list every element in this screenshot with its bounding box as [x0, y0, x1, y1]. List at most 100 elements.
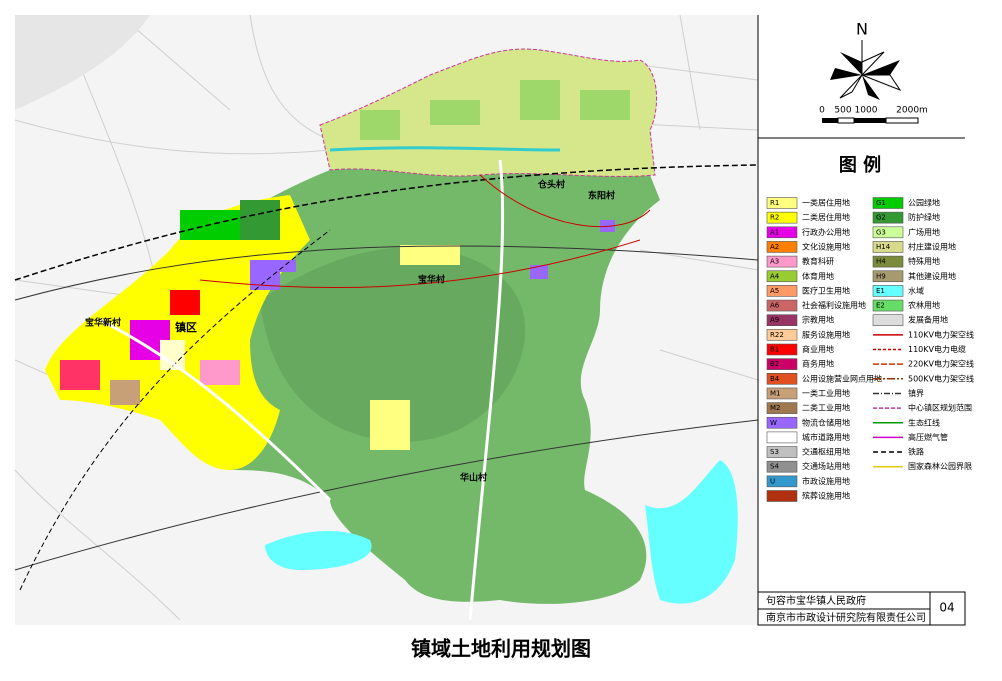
map-title: 镇域土地利用规划图: [411, 637, 591, 661]
legend-label: 高压燃气管: [908, 432, 948, 442]
legend-label: 医疗卫生用地: [802, 285, 850, 295]
legend-swatch: [766, 241, 798, 253]
footer: 句容市宝华镇人民政府 南京市市政设计研究院有限责任公司 04: [757, 591, 966, 626]
legend-label: 教育科研: [802, 256, 834, 266]
legend-swatch: [872, 241, 904, 253]
legend-swatch: [766, 226, 798, 239]
legend-label: 社会福利设施用地: [802, 300, 866, 310]
legend-code: R2: [770, 214, 779, 222]
legend-swatch: [766, 329, 798, 341]
legend-label: 宗教用地: [802, 315, 834, 325]
footer-client: 句容市宝华镇人民政府: [766, 594, 866, 607]
legend-swatch: [766, 431, 798, 444]
legend-code: A5: [770, 287, 779, 295]
legend-label: 文化设施用地: [802, 241, 850, 251]
legend-label: 市政设施用地: [802, 476, 850, 486]
map-label: 宝华新村: [85, 317, 121, 329]
legend-code: B4: [770, 375, 780, 383]
legend-swatch: [872, 211, 904, 224]
legend-swatch: [872, 270, 904, 283]
legend-label: 发展备用地: [908, 315, 948, 325]
legend-label: 防护绿地: [908, 212, 940, 222]
legend-swatch: [766, 211, 798, 224]
legend-code: H4: [876, 258, 886, 266]
map-label: 仓头村: [537, 179, 565, 191]
legend-label: 服务设施用地: [802, 329, 850, 339]
legend-swatch: [766, 255, 798, 268]
legend-label: 500KV电力架空线: [908, 373, 974, 383]
legend-swatch: [766, 446, 798, 458]
legend-label: 公园绿地: [908, 198, 940, 208]
legend-swatch: [872, 299, 904, 312]
map-label: 镇区: [175, 320, 197, 334]
legend-label: 220KV电力架空线: [908, 359, 974, 369]
map-label: 华山村: [460, 472, 487, 484]
legend-code: G3: [876, 228, 886, 236]
legend-swatch: [872, 314, 904, 327]
legend-label: 商业用地: [802, 344, 834, 354]
legend-title: 图 例: [839, 154, 881, 176]
legend-code: S3: [770, 448, 779, 456]
legend-code: R22: [770, 331, 784, 339]
legend-swatch: [766, 343, 798, 356]
legend-label: 村庄建设用地: [908, 241, 956, 251]
legend-swatch: [766, 270, 798, 283]
legend-label: 农林用地: [908, 300, 940, 310]
map-label: 东阳村: [588, 190, 615, 202]
scattered-parcels: [280, 220, 615, 279]
north-village-area: [319, 48, 658, 177]
legend-label: 110KV电力架空线: [908, 329, 974, 339]
legend-label: 特殊用地: [908, 256, 940, 266]
infrastructure-lines: [14, 159, 759, 621]
legend-label: 铁路: [908, 447, 924, 457]
legend-code: H9: [876, 272, 886, 280]
hill-shade: [260, 247, 526, 442]
legend-code: M2: [770, 404, 781, 412]
legend-code: G2: [876, 214, 886, 222]
legend-label: 交通场站用地: [802, 461, 850, 471]
legend-label: 镇界: [908, 388, 924, 398]
legend-label: 体育用地: [802, 271, 834, 281]
legend-label: 二类居住用地: [802, 212, 850, 222]
legend-swatch: [766, 285, 798, 297]
legend-swatch: [872, 255, 904, 268]
legend-swatch: [766, 475, 798, 488]
legend-code: A9: [770, 316, 779, 324]
legend-code: B2: [770, 360, 779, 368]
canal: [329, 146, 561, 152]
legend-swatch: [766, 314, 798, 327]
north-label: N: [856, 20, 868, 39]
legend-label: 殡葬设施用地: [802, 491, 850, 501]
legend-label: 中心镇区规划范围: [908, 403, 972, 413]
background-roads: [14, 14, 759, 621]
scale-label: 2000m: [896, 106, 928, 116]
legend-code: R1: [770, 199, 779, 207]
legend-swatch: [766, 372, 798, 385]
legend-label: 一类居住用地: [802, 198, 850, 208]
town-parcels: [60, 200, 460, 450]
legend-code: A4: [770, 272, 780, 280]
footer-designer: 南京市市政设计研究院有限责任公司: [766, 611, 926, 624]
legend-swatch: [766, 460, 798, 473]
legend-label: 110KV电力电缆: [908, 344, 966, 354]
north-arrow: N: [830, 20, 902, 100]
legend: R1 一类居住用地 R2 二类居住用地 A1 行政办公用地 A2 文化设施用地 A3 教育科研 A4…: [766, 197, 974, 502]
sheet-number: 04: [939, 601, 954, 615]
legend-label: 商务用地: [802, 359, 834, 369]
legend-code: G1: [876, 199, 886, 207]
legend-swatch: [766, 358, 798, 370]
scale-label: 0: [819, 106, 825, 116]
legend-swatch: [766, 416, 798, 429]
legend-swatch: [766, 490, 798, 502]
water-bodies: [265, 460, 738, 604]
legend-code: A2: [770, 243, 779, 251]
north-fields: [360, 80, 630, 140]
scale-bar: 0 500 1000 2000m: [819, 106, 928, 124]
legend-label: 城市道路用地: [802, 432, 850, 442]
legend-label: 物流仓储用地: [802, 417, 850, 427]
legend-label: 生态红线: [908, 417, 940, 427]
legend-label: 交通枢纽用地: [802, 447, 850, 457]
legend-code: A1: [770, 228, 779, 236]
